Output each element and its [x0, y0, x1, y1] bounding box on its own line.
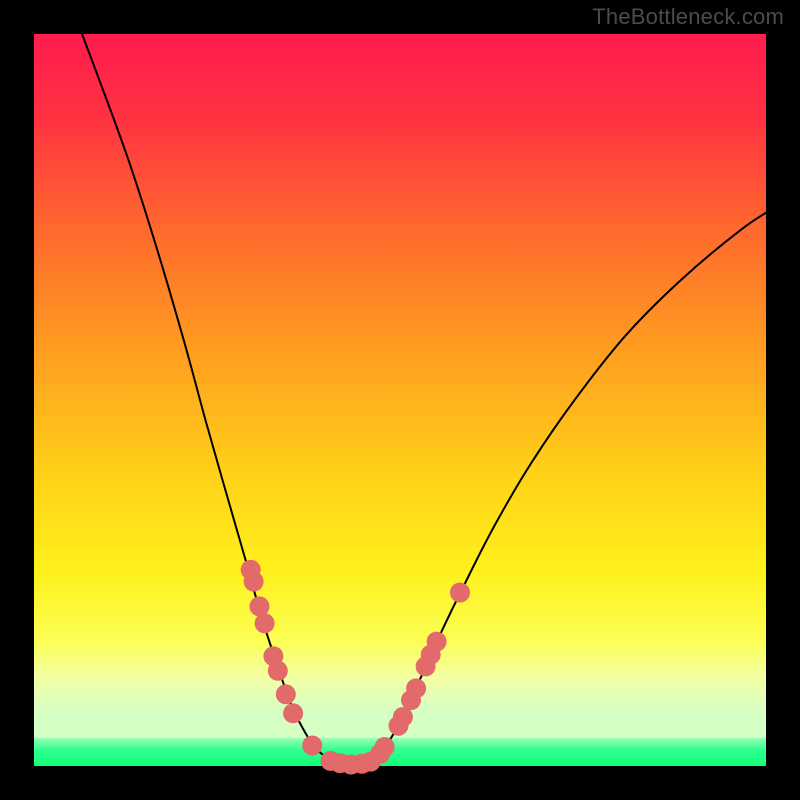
data-dots: [241, 560, 470, 775]
data-dot: [406, 678, 426, 698]
data-dot: [283, 703, 303, 723]
plot-area: [34, 34, 766, 766]
chart-frame: TheBottleneck.com: [0, 0, 800, 800]
data-dot: [250, 596, 270, 616]
data-dot: [276, 684, 296, 704]
data-dot: [268, 661, 288, 681]
data-dot: [450, 583, 470, 603]
data-dot: [244, 572, 264, 592]
data-dot: [255, 613, 275, 633]
watermark-text: TheBottleneck.com: [592, 4, 784, 30]
data-dot: [427, 632, 447, 652]
data-dot: [375, 737, 395, 757]
data-dot: [302, 736, 322, 756]
curve-layer: [34, 34, 766, 766]
